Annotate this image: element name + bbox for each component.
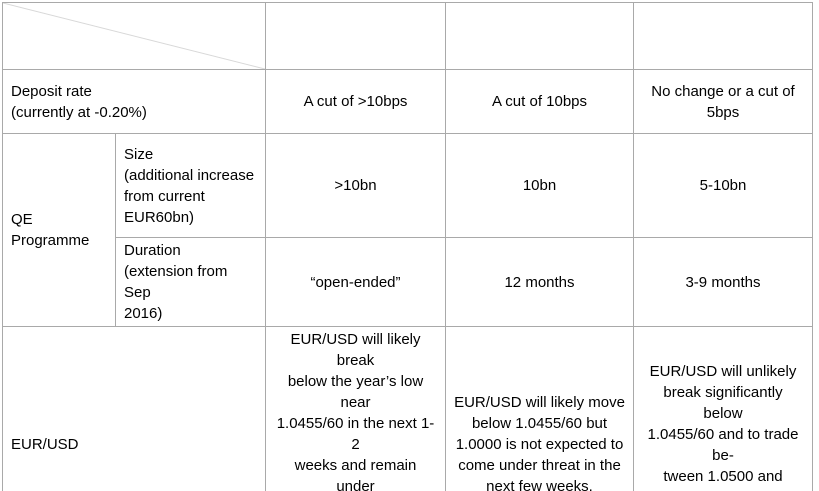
table-row-qe-duration: Duration (extension from Sep 2016) “open… [3, 237, 813, 327]
measure-deposit-rate: Deposit rate (currently at -0.20%) [2, 69, 266, 134]
qe-size-aggressive-value: >10bn [265, 133, 446, 238]
measure-group-qe-programme: QE Programme [2, 133, 116, 327]
eurusd-mild-value: EUR/USD will unlikely break significantl… [633, 326, 813, 491]
corner-header-cell: Scenarios Measures [2, 2, 266, 70]
qe-duration-mild-value: 3-9 months [633, 237, 813, 327]
measure-qe-size: Size (additional increase from current E… [115, 133, 266, 238]
table-row-deposit-rate: Deposit rate (currently at -0.20%) A cut… [2, 69, 813, 134]
scenarios-axis-label: Scenarios [190, 10, 257, 27]
deposit-rate-moderate-value: A cut of 10bps [445, 69, 634, 134]
qe-duration-aggressive-value: “open-ended” [265, 237, 446, 327]
qe-duration-moderate-value: 12 months [445, 237, 634, 327]
column-header-mild: “Mild” [633, 2, 813, 70]
eurusd-aggressive-value: EUR/USD will likely break below the year… [265, 326, 446, 491]
deposit-rate-aggressive-value: A cut of >10bps [265, 69, 446, 134]
column-header-aggressive: “Aggressive” [265, 2, 446, 70]
qe-size-mild-value: 5-10bn [633, 133, 813, 238]
column-header-moderate: “Moderate” [445, 2, 634, 70]
deposit-rate-mild-value: No change or a cut of 5bps [633, 69, 813, 134]
measure-eurusd: EUR/USD [2, 326, 266, 491]
header-row: Scenarios Measures “Aggressive” “Moderat… [2, 2, 813, 70]
qe-size-moderate-value: 10bn [445, 133, 634, 238]
table-row-qe-size: QE Programme Size (additional increase f… [2, 133, 813, 327]
table-row-eurusd: EUR/USD EUR/USD will likely break below … [2, 326, 813, 491]
diagonal-divider-line [3, 3, 265, 69]
measures-axis-label: Measures [11, 45, 77, 62]
measure-qe-duration: Duration (extension from Sep 2016) [115, 237, 266, 327]
eurusd-moderate-value: EUR/USD will likely move below 1.0455/60… [445, 326, 634, 491]
